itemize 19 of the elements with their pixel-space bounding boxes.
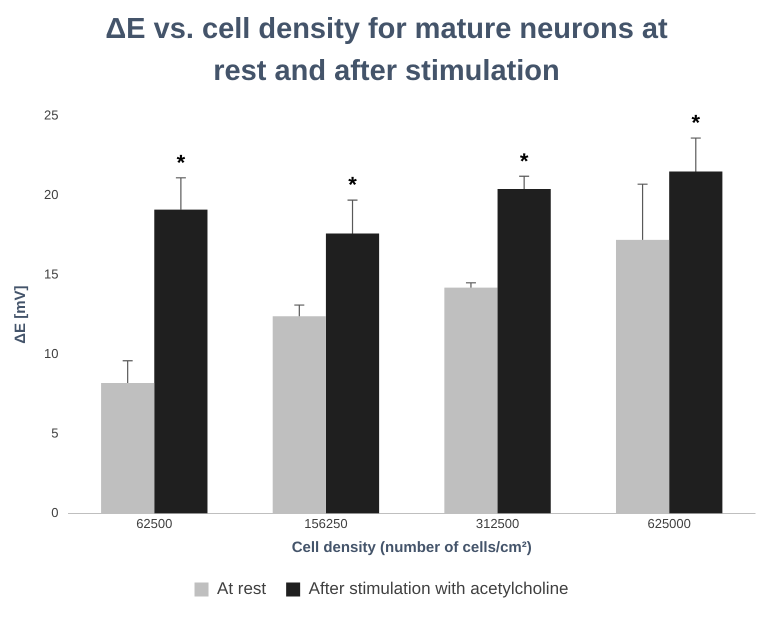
x-tick-label: 312500 [476,516,520,531]
y-tick-label: 25 [44,107,58,122]
y-axis-title: ΔE [mV] [12,285,30,344]
annotation: * [176,150,186,175]
y-tick-label: 10 [44,346,58,361]
legend-label: At rest [217,579,266,598]
annotation: * [348,172,358,198]
chart-title: ΔE vs. cell density for mature neurons at rest and after stimulation [104,12,669,89]
x-tick-label: 625000 [647,516,691,531]
annotation: * [520,148,529,174]
x-tick-label: 156250 [304,516,348,531]
annotation: * [692,110,701,136]
y-tick-label: 5 [51,425,58,440]
legend-label: After stimulation with acetylcholine [308,579,568,598]
x-axis-title: Cell density (number of cells/cm²) [292,539,532,556]
y-tick-label: 0 [51,504,58,520]
y-tick-label: 20 [44,186,58,202]
y-tick-label: 15 [44,266,58,282]
x-tick-label: 62500 [136,516,172,531]
